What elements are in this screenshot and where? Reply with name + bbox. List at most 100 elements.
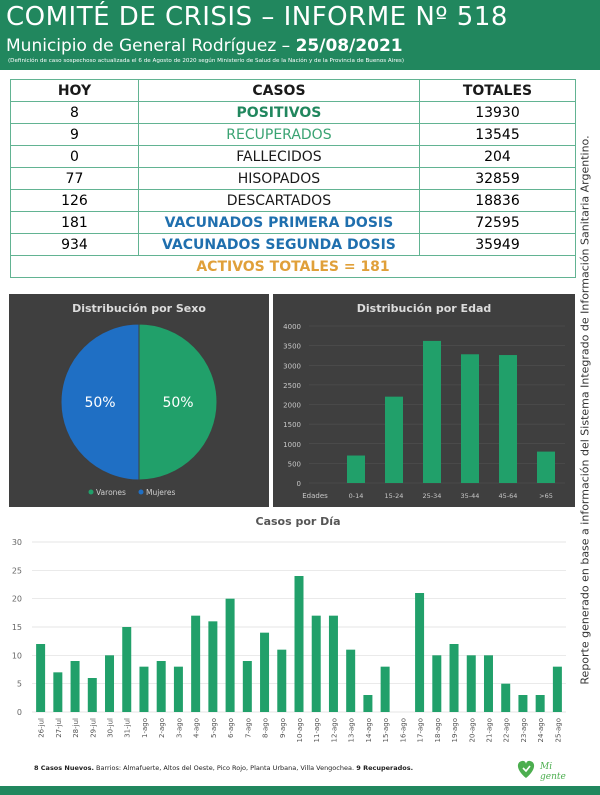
y-tick-label: 5 (17, 680, 22, 689)
x-tick-label: 27-jul (55, 718, 63, 738)
x-tick-label: 15-ago (382, 718, 390, 742)
x-tick-label: 13-ago (348, 718, 356, 742)
casos-cell: HISOPADOS (137, 167, 420, 190)
mi-gente-logo: Mi gente (514, 756, 578, 782)
daily-bar (225, 598, 235, 712)
casos-cell: POSITIVOS (137, 101, 420, 124)
x-tick-label: 45-64 (499, 492, 518, 500)
sex-distribution-panel: Distribución por Sexo 50% 50% Varones Mujer… (9, 294, 269, 507)
legend-label: Mujeres (146, 488, 175, 497)
daily-bar (552, 666, 562, 712)
definition-note: (Definición de caso sospechoso actualiza… (8, 58, 405, 64)
age-bar (499, 355, 517, 483)
casos-cell: RECUPERADOS (137, 123, 420, 146)
daily-bar (156, 661, 166, 712)
x-tick-label: 15-24 (385, 492, 404, 500)
daily-bar (328, 615, 338, 712)
x-tick-label: 25-34 (423, 492, 442, 500)
header-hoy: HOY (10, 79, 139, 102)
y-tick-label: 20 (12, 595, 22, 604)
logo-text: Mi gente (540, 762, 566, 782)
daily-cases-chart: Casos por Día 0 5 10 15 20 25 30 26-jul 27-jul 28-… (12, 515, 566, 742)
y-tick-label: 0 (297, 480, 301, 488)
table-header-row: HOY CASOS TOTALES (10, 79, 577, 102)
x-tick-label: 3-ago (175, 718, 183, 738)
activos-totales: ACTIVOS TOTALES = 181 (10, 255, 576, 278)
daily-bar (105, 655, 115, 712)
daily-bar (277, 649, 287, 712)
y-tick-label: 10 (12, 651, 22, 660)
pie-slice-mujeres (60, 323, 140, 481)
municipality-label: Municipio de General Rodríguez – (6, 36, 291, 56)
x-tick-label: 16-ago (399, 718, 407, 742)
daily-bar (311, 615, 321, 712)
totales-cell: 18836 (418, 189, 577, 212)
sex-pie-chart: 50% 50% Varones Mujeres (60, 323, 218, 497)
table-row: 934 VACUNADOS SEGUNDA DOSIS 35949 (10, 233, 577, 256)
x-tick-label: 6-ago (227, 718, 235, 738)
daily-bar (466, 655, 476, 712)
report-header: COMITÉ DE CRISIS – INFORME Nº 518 Munici… (0, 0, 600, 70)
x-tick-label: >65 (539, 492, 553, 500)
pie-value-label: 50% (84, 395, 115, 411)
daily-bar (260, 632, 270, 712)
x-tick-label: 22-ago (503, 718, 511, 742)
y-tick-label: 30 (12, 538, 22, 547)
y-tick-label: 2000 (283, 402, 301, 410)
daily-bar (432, 655, 442, 712)
x-tick-label: 20-ago (468, 718, 476, 742)
table-row: 181 VACUNADOS PRIMERA DOSIS 72595 (10, 211, 577, 234)
daily-bar (294, 576, 304, 712)
daily-bar (415, 593, 425, 712)
totales-cell: 32859 (418, 167, 577, 190)
daily-bar (191, 615, 201, 712)
totales-cell: 35949 (418, 233, 577, 256)
header-casos: CASOS (137, 79, 420, 102)
x-tick-label: 17-ago (417, 718, 425, 742)
daily-bar (380, 666, 390, 712)
daily-bar (70, 661, 80, 712)
pie-slice-varones (138, 323, 218, 481)
x-tick-label: 1-ago (141, 718, 149, 738)
x-tick-label: 19-ago (451, 718, 459, 742)
daily-bar (363, 695, 373, 712)
report-title: COMITÉ DE CRISIS – INFORME Nº 518 (6, 2, 508, 32)
table-row: 77 HISOPADOS 32859 (10, 167, 577, 190)
daily-bar (483, 655, 493, 712)
x-tick-label: 8-ago (262, 718, 270, 738)
y-tick-label: 25 (12, 566, 22, 575)
bottom-strip (0, 786, 600, 795)
header-totales: TOTALES (418, 79, 577, 102)
daily-chart-title: Casos por Día (256, 515, 341, 528)
x-tick-label: 0-14 (349, 492, 364, 500)
table-row: 0 FALLECIDOS 204 (10, 145, 577, 168)
daily-bar (122, 627, 132, 712)
age-bar (461, 354, 479, 483)
x-tick-label: 5-ago (210, 718, 218, 738)
activos-row: ACTIVOS TOTALES = 181 (10, 255, 576, 278)
y-tick-label: 2500 (283, 382, 301, 390)
table-row: 9 RECUPERADOS 13545 (10, 123, 577, 146)
casos-cell: FALLECIDOS (137, 145, 420, 168)
x-tick-label: 35-44 (461, 492, 480, 500)
x-tick-label: 28-jul (72, 718, 80, 738)
daily-bar (501, 683, 511, 712)
age-bar (537, 451, 555, 483)
y-tick-label: 3500 (283, 343, 301, 351)
data-source-note: Reporte generado en base a información d… (578, 135, 592, 685)
casos-cell: VACUNADOS PRIMERA DOSIS (137, 211, 420, 234)
daily-bar (346, 649, 356, 712)
casos-cell: DESCARTADOS (137, 189, 420, 212)
sex-chart-title: Distribución por Sexo (72, 302, 206, 315)
hoy-cell: 8 (10, 101, 139, 124)
neighborhoods-note: Barrios: Almafuerte, Altos del Oeste, Pi… (93, 764, 355, 772)
daily-bar (139, 666, 149, 712)
x-tick-label: 14-ago (365, 718, 373, 742)
pie-value-label: 50% (162, 395, 193, 411)
x-tick-label: 26-jul (38, 718, 46, 738)
x-axis-label: Edades (302, 492, 328, 500)
x-tick-label: 31-jul (124, 718, 132, 738)
daily-bar (518, 695, 528, 712)
age-chart-title: Distribución por Edad (356, 302, 492, 315)
heart-icon (517, 760, 535, 778)
